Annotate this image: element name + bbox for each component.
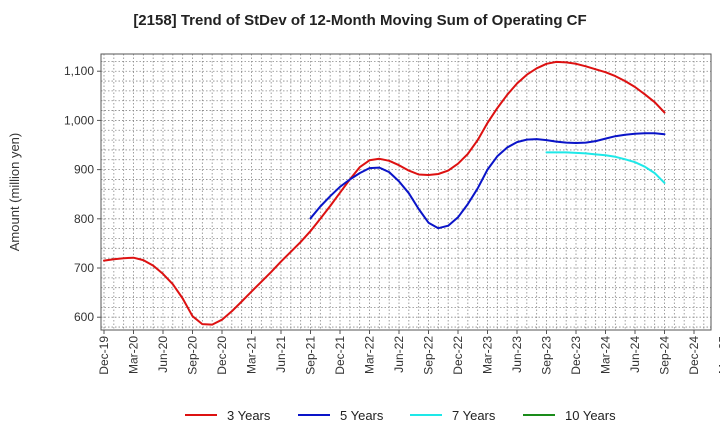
legend-swatch — [185, 414, 217, 416]
x-tick-label: Mar-25 — [717, 336, 720, 374]
series-line-5-years — [309, 132, 666, 230]
legend-label: 3 Years — [227, 407, 271, 423]
legend-item-10-years: 10 Years — [523, 404, 616, 426]
x-tick-label: Mar-21 — [245, 336, 259, 374]
legend-item-3-years: 3 Years — [185, 404, 270, 426]
y-axis-ticks: 600 700 800 900 1,000 1,100 — [64, 64, 101, 324]
x-tick-label: Sep-23 — [540, 336, 554, 375]
legend: 3 Years 5 Years 7 Years 10 Years — [0, 404, 720, 426]
x-tick-label: Dec-21 — [333, 336, 347, 375]
x-tick-label: Dec-20 — [215, 336, 229, 375]
y-axis-label: Amount (million yen) — [7, 133, 22, 252]
series-line-3-years — [103, 60, 666, 326]
grid — [101, 54, 711, 330]
x-tick-label: Sep-20 — [186, 336, 200, 375]
legend-swatch — [523, 414, 555, 416]
legend-label: 10 Years — [565, 407, 616, 423]
x-tick-label: Jun-20 — [156, 336, 170, 373]
plot-area — [100, 53, 712, 331]
x-tick-label: Mar-22 — [363, 336, 377, 374]
x-tick-label: Sep-24 — [658, 336, 672, 375]
x-tick-label: Dec-19 — [97, 336, 111, 375]
legend-label: 7 Years — [452, 407, 496, 423]
y-tick-label: 1,000 — [64, 113, 94, 127]
y-tick-label: 900 — [74, 163, 94, 177]
legend-item-7-years: 7 Years — [410, 404, 495, 426]
legend-item-5-years: 5 Years — [298, 404, 383, 426]
legend-label: 5 Years — [340, 407, 384, 423]
series-lines — [103, 60, 666, 326]
x-tick-label: Mar-24 — [599, 336, 613, 374]
x-tick-label: Sep-21 — [304, 336, 318, 375]
x-axis-ticks: Dec-19 Mar-20 Jun-20 Sep-20 Dec-20 Mar-21 Jun-… — [97, 330, 720, 375]
x-tick-label: Jun-24 — [628, 336, 642, 373]
x-tick-label: Jun-23 — [510, 336, 524, 373]
x-tick-label: Sep-22 — [422, 336, 436, 375]
x-tick-label: Dec-24 — [687, 336, 701, 375]
x-tick-label: Jun-22 — [392, 336, 406, 373]
y-tick-label: 800 — [74, 212, 94, 226]
legend-swatch — [298, 414, 330, 416]
x-tick-label: Dec-22 — [451, 336, 465, 375]
x-tick-label: Mar-23 — [481, 336, 495, 374]
x-tick-label: Jun-21 — [274, 336, 288, 373]
chart-title: [2158] Trend of StDev of 12-Month Moving… — [133, 12, 587, 29]
x-tick-label: Mar-20 — [127, 336, 141, 374]
legend-swatch — [410, 414, 442, 416]
y-tick-label: 600 — [74, 310, 94, 324]
y-tick-label: 700 — [74, 261, 94, 275]
series-line-7-years — [545, 151, 666, 184]
y-tick-label: 1,100 — [64, 64, 94, 78]
x-tick-label: Dec-23 — [569, 336, 583, 375]
